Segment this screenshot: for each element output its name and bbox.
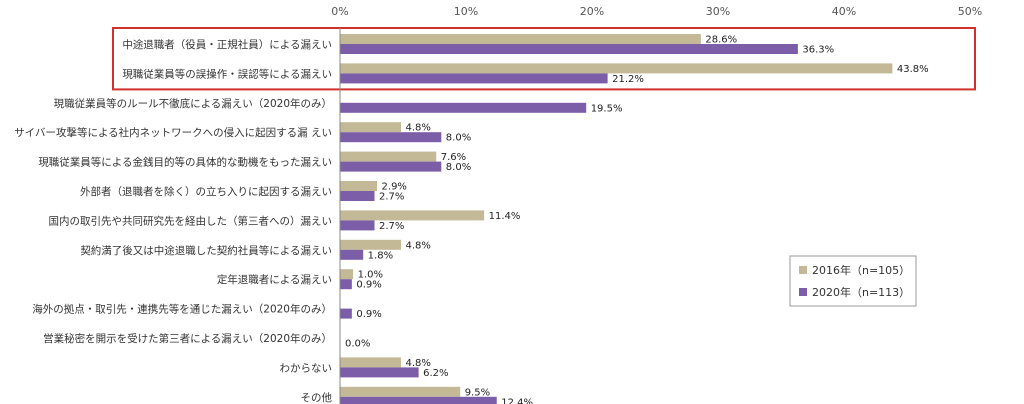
bar-series-2	[340, 191, 375, 201]
data-label-series-2: 0.9%	[356, 309, 381, 320]
category-label: 現職従業員等による金銭目的等の具体的な動機をもった漏えい	[38, 156, 332, 169]
legend-swatch	[799, 288, 807, 296]
data-label-series-1: 9.5%	[465, 387, 490, 398]
bar-series-2	[340, 367, 419, 378]
data-label-series-2: 19.5%	[591, 103, 623, 114]
labels-layer: 中途退職者（役員・正規社員）による漏えい 28.6% 36.3% 現職従業員等の誤操作…	[14, 35, 928, 404]
data-label-series-2: 36.3%	[802, 45, 834, 56]
data-label-series-2: 0.0%	[345, 339, 370, 350]
legend-label: 2016年（n=105）	[812, 263, 910, 277]
category-label: その他	[301, 391, 333, 404]
category-label: わからない	[280, 362, 333, 374]
data-label-series-1: 7.6%	[441, 152, 466, 163]
category-label: 現職従業員等の誤操作・誤認等による漏えい	[122, 67, 332, 80]
bar-series-1	[340, 357, 401, 368]
data-label-series-1: 28.6%	[705, 35, 737, 46]
category-label: 外部者（退職者を除く）の立ち入りに起因する漏えい	[80, 185, 332, 198]
data-label-series-1: 11.4%	[489, 211, 521, 222]
legend-label: 2020年（n=113）	[812, 285, 910, 299]
bar-series-1	[340, 239, 401, 250]
x-tick-label: 10%	[454, 5, 478, 18]
x-tick-label: 0%	[331, 5, 348, 18]
highlight-box	[112, 27, 976, 91]
legend-box	[789, 255, 917, 307]
data-label-series-2: 12.4%	[501, 397, 533, 404]
data-label-series-1: 2.9%	[382, 182, 407, 193]
category-label: 契約満了後又は中途退職した契約社員等による漏えい	[80, 244, 332, 257]
highlight-layer	[112, 27, 976, 91]
bar-series-1	[340, 210, 485, 221]
bar-series-1	[340, 122, 401, 133]
x-tick-label: 40%	[832, 5, 856, 18]
x-tick-label: 50%	[958, 5, 982, 18]
bars-layer	[340, 34, 893, 404]
data-label-series-2: 8.0%	[446, 162, 471, 173]
bar-series-2	[340, 279, 352, 290]
category-label: 海外の拠点・取引先・連携先等を通じた漏えい（2020年のみ）	[32, 303, 332, 316]
bar-series-2	[340, 44, 798, 54]
category-label: 中途退職者（役員・正規社員）による漏えい	[122, 38, 332, 51]
bar-series-1	[340, 34, 701, 44]
category-label: 現職従業員等のルール不徹底による漏えい（2020年のみ）	[54, 97, 332, 110]
data-label-series-2: 0.9%	[356, 280, 381, 291]
data-label-series-2: 8.0%	[446, 133, 471, 144]
bar-series-1	[340, 386, 461, 397]
data-label-series-1: 4.8%	[405, 358, 430, 369]
bar-series-2	[340, 73, 608, 84]
data-label-series-1: 4.8%	[405, 123, 430, 134]
data-label-series-2: 21.2%	[612, 74, 644, 85]
data-label-series-1: 1.0%	[358, 270, 383, 281]
data-label-series-2: 6.2%	[423, 368, 448, 379]
category-label: 営業秘密を開示を受けた第三者による漏えい（2020年のみ）	[43, 332, 332, 345]
legend-swatch	[799, 266, 807, 274]
bar-series-1	[340, 63, 893, 74]
category-label: サイバー攻撃等による社内ネットワークへの侵入に起因する漏 えい	[14, 126, 332, 139]
legend: 2016年（n=105） 2020年（n=113）	[789, 255, 917, 307]
data-label-series-2: 2.7%	[379, 221, 404, 232]
bar-series-2	[340, 161, 442, 172]
bar-series-1	[340, 181, 378, 191]
data-label-series-1: 4.8%	[405, 240, 430, 251]
bar-series-2	[340, 132, 442, 143]
bar-series-2	[340, 102, 587, 113]
data-label-series-1: 43.8%	[897, 64, 929, 75]
bar-series-2	[340, 308, 352, 319]
bar-series-2	[340, 396, 497, 404]
bar-series-1	[340, 151, 437, 162]
category-label: 定年退職者による漏えい	[217, 273, 332, 286]
x-tick-label: 20%	[580, 5, 604, 18]
bar-series-1	[340, 269, 354, 280]
axes-layer: 0% 10% 20% 30% 40% 50%	[331, 5, 982, 404]
data-label-series-2: 1.8%	[368, 250, 393, 261]
bar-series-2	[340, 249, 364, 260]
data-label-series-2: 2.7%	[379, 192, 404, 203]
category-label: 国内の取引先や共同研究先を経由した（第三者への）漏えい	[49, 214, 333, 227]
bar-series-2	[340, 220, 375, 231]
x-tick-label: 30%	[706, 5, 730, 18]
